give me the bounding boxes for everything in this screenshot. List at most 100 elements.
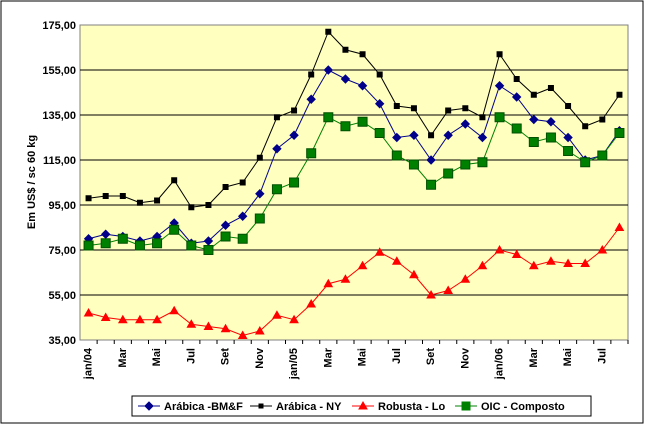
data-point bbox=[528, 137, 539, 147]
y-tick-label: 95,00 bbox=[48, 200, 76, 212]
data-point bbox=[186, 319, 197, 328]
x-tick-label: Mai bbox=[357, 348, 369, 366]
x-tick-label: Nov bbox=[459, 347, 471, 369]
data-point bbox=[255, 189, 265, 199]
data-point bbox=[340, 74, 351, 84]
data-point bbox=[511, 249, 522, 258]
legend-label: Robusta - Lo bbox=[378, 401, 445, 413]
data-point bbox=[426, 179, 437, 190]
data-point bbox=[254, 325, 265, 335]
data-point bbox=[340, 121, 351, 132]
data-point bbox=[443, 168, 454, 179]
data-point bbox=[85, 195, 92, 202]
data-point bbox=[428, 132, 435, 139]
data-point bbox=[203, 321, 214, 330]
legend-item: Arábica - NY bbox=[250, 401, 342, 413]
data-point bbox=[169, 224, 180, 235]
data-point bbox=[545, 132, 556, 143]
data-point bbox=[291, 107, 298, 114]
data-point bbox=[220, 220, 231, 230]
x-tick-label: Jul bbox=[185, 348, 197, 364]
data-point bbox=[100, 238, 111, 249]
data-point bbox=[203, 245, 214, 255]
data-point bbox=[188, 204, 195, 211]
y-axis-tick-labels: 35,00 55,00 75,00 95,00 115,00 135,00 155,00 17… bbox=[42, 20, 76, 347]
legend-label: Arábica -BM&F bbox=[164, 401, 243, 413]
data-point bbox=[513, 76, 520, 82]
series-0 bbox=[83, 65, 625, 248]
legend-marker bbox=[358, 400, 368, 410]
data-point bbox=[563, 146, 574, 156]
data-point bbox=[237, 330, 248, 339]
data-point bbox=[546, 256, 556, 265]
data-point bbox=[496, 51, 503, 58]
series-1 bbox=[85, 28, 623, 211]
data-point bbox=[528, 260, 539, 270]
x-tick-label: Jul bbox=[391, 348, 403, 364]
data-point bbox=[426, 289, 436, 299]
data-point bbox=[340, 274, 351, 283]
x-tick-label: Mar bbox=[117, 347, 129, 367]
data-point bbox=[443, 285, 454, 294]
data-point bbox=[273, 114, 280, 121]
data-point bbox=[376, 71, 383, 78]
x-tick-label: Nov bbox=[254, 347, 266, 369]
data-point bbox=[374, 247, 385, 256]
x-tick-label: jan/05 bbox=[288, 348, 300, 380]
data-point bbox=[357, 116, 368, 127]
data-point bbox=[254, 213, 265, 224]
data-point bbox=[152, 238, 163, 249]
x-tick-label: jan/06 bbox=[494, 348, 506, 380]
data-point bbox=[117, 314, 128, 324]
data-point bbox=[462, 105, 469, 112]
data-point bbox=[546, 117, 556, 127]
data-point bbox=[289, 314, 299, 324]
data-point bbox=[392, 132, 402, 143]
data-point bbox=[220, 231, 231, 242]
data-point bbox=[237, 211, 248, 221]
data-point bbox=[323, 278, 334, 288]
data-point bbox=[511, 92, 522, 102]
data-point bbox=[477, 132, 488, 143]
data-point bbox=[306, 298, 317, 308]
y-tick-label: 35,00 bbox=[48, 335, 76, 347]
legend-marker bbox=[258, 403, 264, 409]
data-point bbox=[169, 305, 180, 315]
y-tick-label: 155,00 bbox=[42, 65, 76, 77]
x-axis-tick-labels: jan/04 Mar Mai Jul Set Nov jan/05 Mar Mai Jul Set N… bbox=[83, 340, 629, 380]
x-tick-label: Mar bbox=[528, 347, 540, 367]
data-point bbox=[582, 123, 589, 130]
data-point bbox=[479, 114, 486, 121]
data-point bbox=[494, 112, 505, 123]
data-point bbox=[547, 85, 554, 91]
data-point bbox=[374, 99, 385, 109]
data-point bbox=[529, 114, 539, 125]
data-point bbox=[563, 258, 573, 267]
y-tick-label: 75,00 bbox=[48, 245, 76, 257]
data-point bbox=[511, 123, 522, 134]
data-point bbox=[136, 199, 143, 206]
legend-marker bbox=[144, 401, 154, 411]
legend-item: OIC - Composto bbox=[455, 401, 565, 413]
data-point bbox=[359, 51, 366, 58]
data-point bbox=[323, 112, 334, 123]
legend-label: Arábica - NY bbox=[276, 401, 342, 413]
data-point bbox=[477, 157, 488, 168]
data-point bbox=[494, 81, 505, 91]
data-point bbox=[186, 240, 197, 251]
data-point bbox=[323, 65, 334, 75]
data-point bbox=[616, 91, 623, 98]
data-point bbox=[460, 274, 471, 283]
x-tick-label: jan/04 bbox=[83, 347, 95, 380]
data-point bbox=[134, 240, 145, 251]
data-point bbox=[256, 154, 263, 161]
data-point bbox=[409, 269, 419, 279]
data-point bbox=[410, 105, 417, 112]
legend-item: Robusta - Lo bbox=[352, 400, 445, 413]
data-point bbox=[220, 323, 231, 333]
x-tick-label: Mai bbox=[562, 348, 574, 366]
data-point bbox=[102, 193, 109, 199]
data-point bbox=[597, 244, 608, 254]
data-point bbox=[408, 159, 419, 170]
